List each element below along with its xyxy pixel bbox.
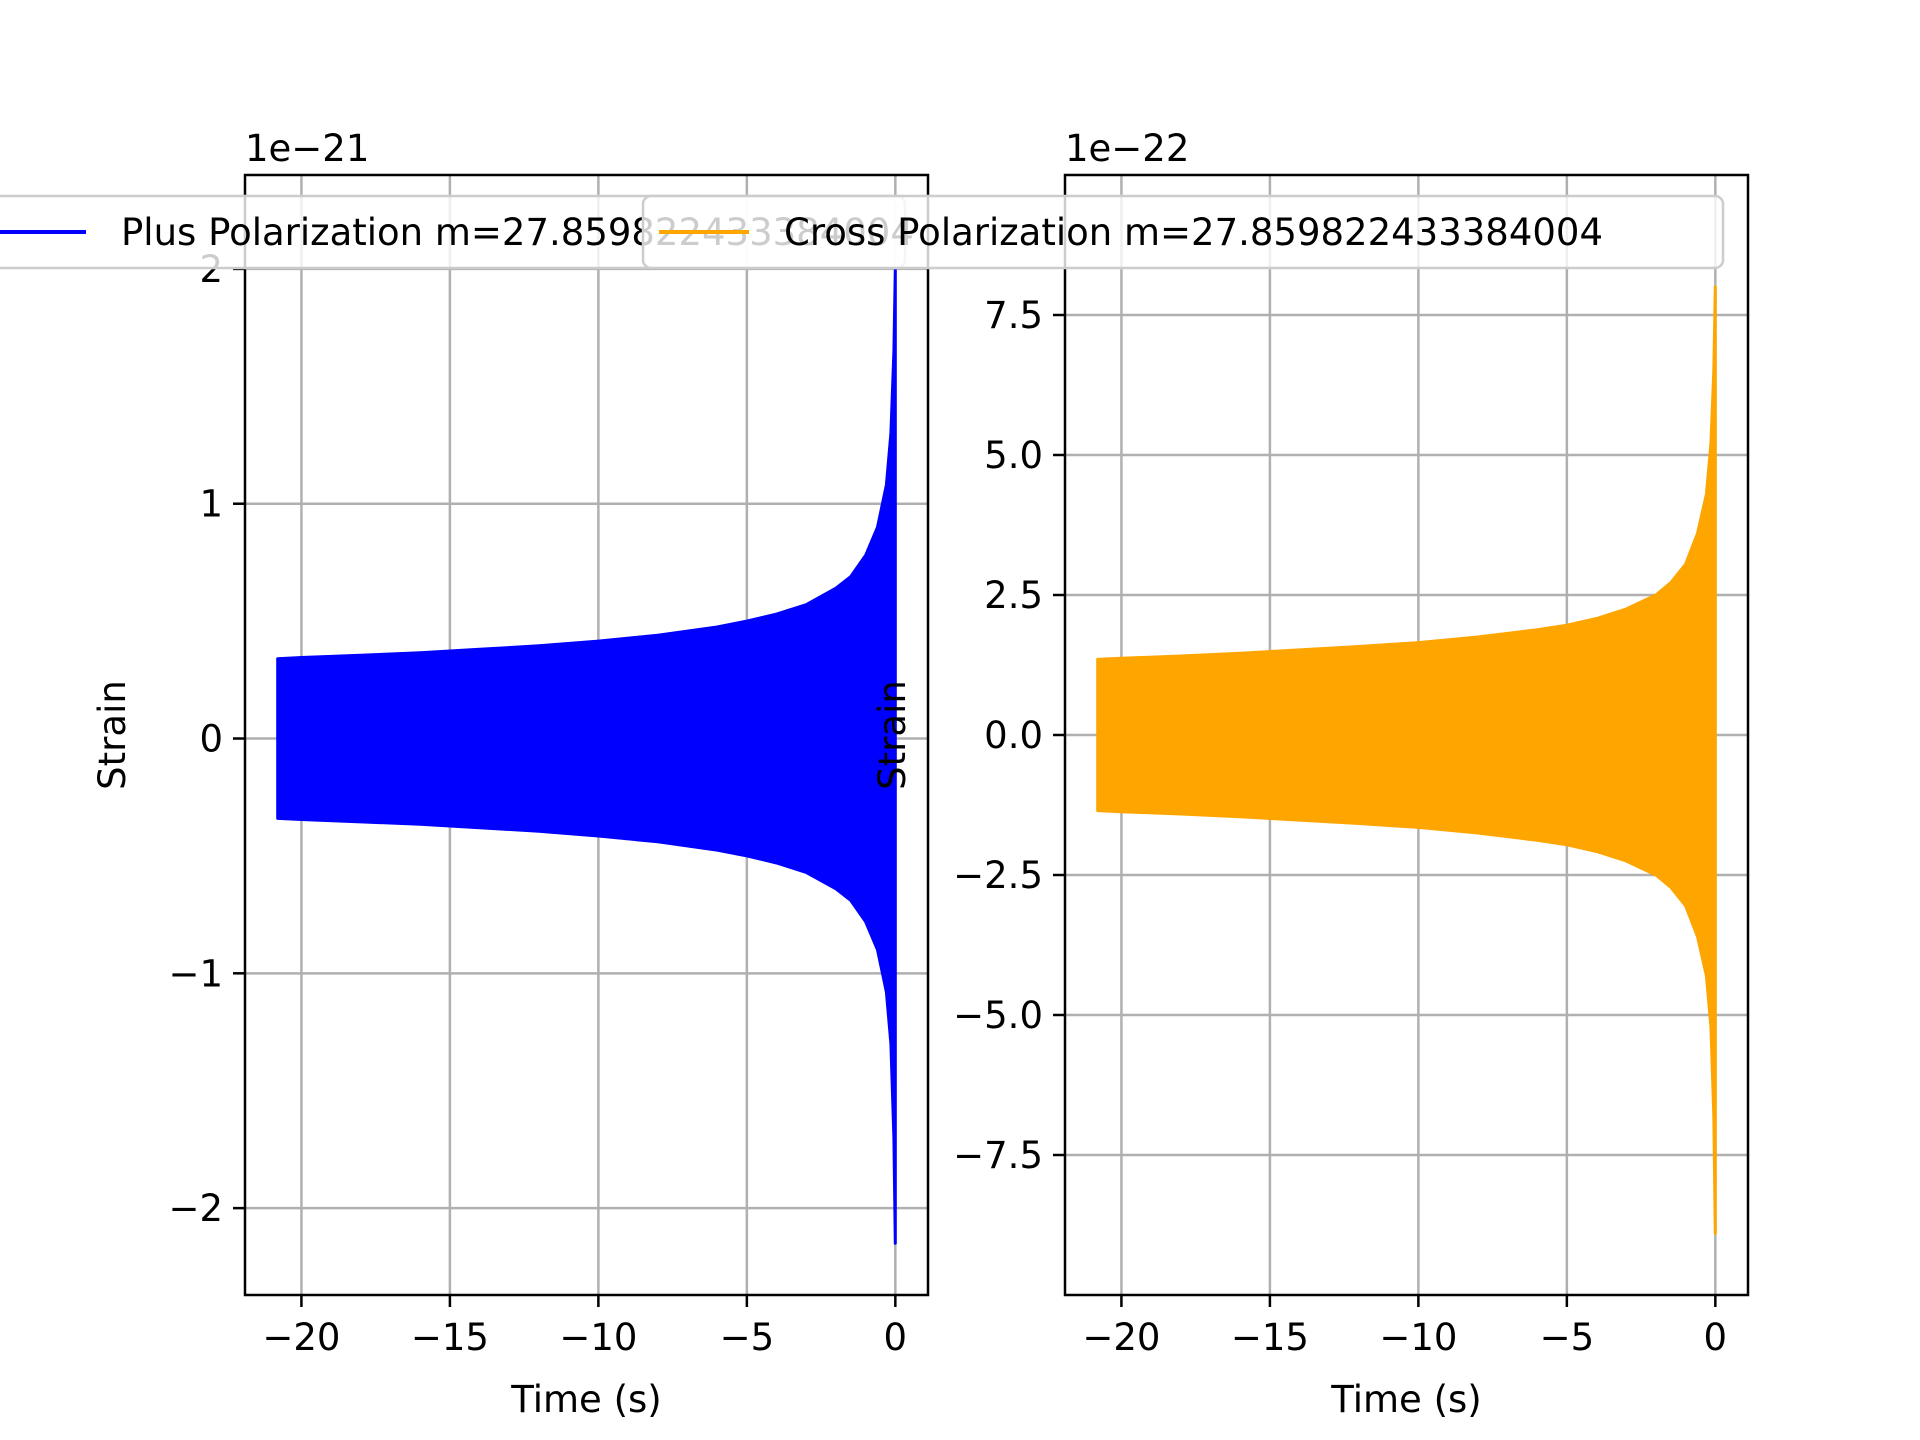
x-tick-label: 0 [1704,1316,1728,1359]
y-tick-label: −1 [168,952,223,995]
x-tick-label: −20 [262,1316,340,1359]
y-offset-label: 1e−22 [1065,127,1189,170]
y-tick-label: −2.5 [953,854,1043,897]
x-tick-label: −10 [1379,1316,1457,1359]
x-axis-label: Time (s) [510,1378,661,1421]
y-offset-label: 1e−21 [245,127,369,170]
legend-box [641,194,1725,270]
x-axis-label: Time (s) [1330,1378,1481,1421]
y-tick-label: −5.0 [953,994,1043,1037]
y-tick-label: 5.0 [984,434,1043,477]
x-tick-label: 0 [884,1316,908,1359]
y-tick-label: 7.5 [984,294,1043,337]
y-tick-label: 0 [199,718,223,761]
legend-label: Cross Polarization m=27.859822433384004 [784,211,1603,254]
cross-polarization-legend: Cross Polarization m=27.859822433384004 [641,194,1725,270]
y-axis-label: Strain [91,680,134,790]
x-tick-label: −15 [411,1316,489,1359]
x-tick-label: −10 [559,1316,637,1359]
axes-frame [243,173,930,1297]
y-axis-label: Strain [871,680,914,790]
y-tick-label: 2.5 [984,574,1043,617]
y-tick-label: −2 [168,1187,223,1230]
x-tick-label: −20 [1082,1316,1160,1359]
cross-polarization-panel: −20 −15 −10 −5 0 −7.5 −5.0 −2.5 0.0 2.5 5.0 7.5 1e−2… [871,127,1750,1421]
series-line-0 [276,267,897,1245]
y-tick-label: −7.5 [953,1134,1043,1177]
x-tick-label: −15 [1231,1316,1309,1359]
series-line-0 [1096,285,1717,1235]
x-tick-label: −5 [1540,1316,1595,1359]
x-tick-label: −5 [720,1316,775,1359]
y-tick-label: 1 [199,483,223,526]
y-tick-label: 0.0 [984,714,1043,757]
